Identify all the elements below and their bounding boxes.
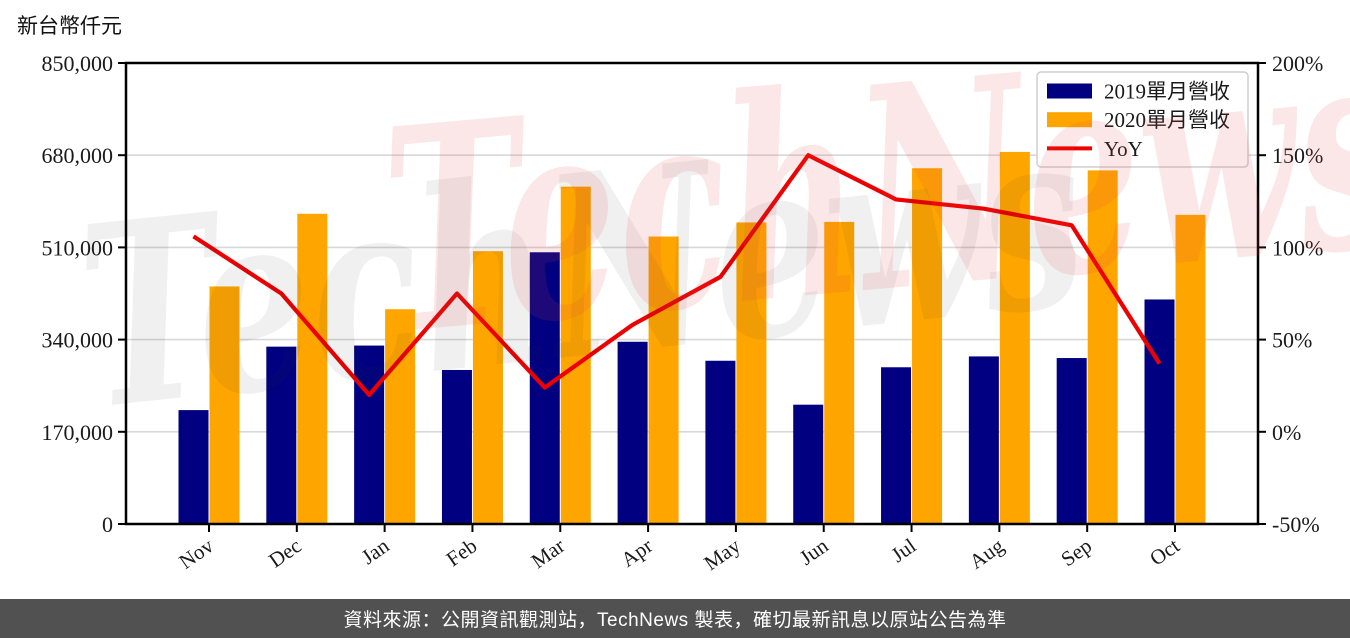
bar-2020-Jul (912, 168, 943, 524)
bar-2019-Jun (793, 404, 824, 524)
bar-2020-Mar (560, 186, 591, 524)
bar-2020-Dec (297, 213, 328, 525)
bar-2020-Jan (385, 309, 416, 524)
footer-source-text: 資料來源：公開資訊觀測站，TechNews 製表，確切最新訊息以原站公告為準 (343, 610, 1007, 631)
bar-2020-Feb (472, 251, 503, 524)
y-left-tick-label: 850,000 (42, 51, 114, 76)
y-left-tick-label: 510,000 (42, 235, 114, 260)
revenue-yoy-chart: 0 170,000 340,000 510,000 680,000 850,000 -50%… (42, 51, 1324, 575)
y-left-tick-label: 0 (102, 512, 113, 537)
y-right-tick-label: 0% (1272, 420, 1301, 445)
y-left-tick-label: 170,000 (42, 420, 114, 445)
x-tick-label-Dec: Dec (264, 533, 305, 572)
y-right-tick-label: 100% (1272, 235, 1323, 260)
plot-border (124, 61, 1260, 526)
bar-2020-Apr (648, 236, 679, 524)
bar-2019-Sep (1056, 358, 1087, 524)
y-left-tick-label: 680,000 (42, 143, 114, 168)
y-left-tick-label: 340,000 (42, 328, 114, 353)
bar-2020-Aug (999, 151, 1030, 525)
y-right-tick-label: 150% (1272, 143, 1323, 168)
x-tick-label-Aug: Aug (965, 533, 1009, 574)
x-tick-label-Oct: Oct (1145, 533, 1184, 570)
x-tick-label-Feb: Feb (442, 533, 482, 571)
bar-2019-Dec (266, 346, 297, 524)
bar-2020-Sep (1087, 170, 1118, 525)
left-axis-title: 新台幣仟元 (17, 14, 122, 38)
x-tick-label-Apr: Apr (616, 533, 657, 571)
yoy-line (192, 153, 1162, 398)
bar-2019-Oct (1144, 299, 1175, 524)
bar-2020-Jun (824, 221, 855, 524)
x-tick-label-Jul: Jul (887, 533, 921, 567)
y-right-tick-label: 50% (1272, 328, 1312, 353)
x-tick-label-Jan: Jan (357, 533, 394, 569)
x-tick-label-Nov: Nov (174, 533, 218, 574)
footer-bar: 資料來源：公開資訊觀測站，TechNews 製表，確切最新訊息以原站公告為準 (0, 599, 1350, 638)
bar-2019-May (705, 360, 736, 524)
x-tick-label-Sep: Sep (1056, 533, 1096, 571)
bar-2020-Oct (1175, 214, 1206, 524)
bar-2020-Nov (209, 286, 240, 524)
x-tick-label-Jun: Jun (795, 533, 833, 570)
y-right-tick-label: 200% (1272, 51, 1323, 76)
bar-2019-Feb (441, 369, 472, 524)
legend-label-1: 2020單月營收 (1104, 108, 1230, 132)
bar-2019-Apr (617, 341, 648, 524)
y-right-tick-label: -50% (1272, 512, 1320, 537)
bar-2019-Aug (968, 356, 999, 524)
legend-swatch-0 (1047, 83, 1092, 99)
x-tick-label-May: May (699, 533, 745, 575)
legend-swatch-1 (1047, 112, 1092, 128)
bar-2019-Nov (178, 410, 209, 524)
x-tick-label-Mar: Mar (527, 533, 569, 573)
bar-2020-May (736, 222, 767, 524)
legend-label-0: 2019單月營收 (1104, 80, 1230, 104)
bar-2019-Jul (881, 367, 912, 524)
legend-label-2: YoY (1104, 137, 1143, 161)
bar-2019-Jan (354, 345, 385, 524)
